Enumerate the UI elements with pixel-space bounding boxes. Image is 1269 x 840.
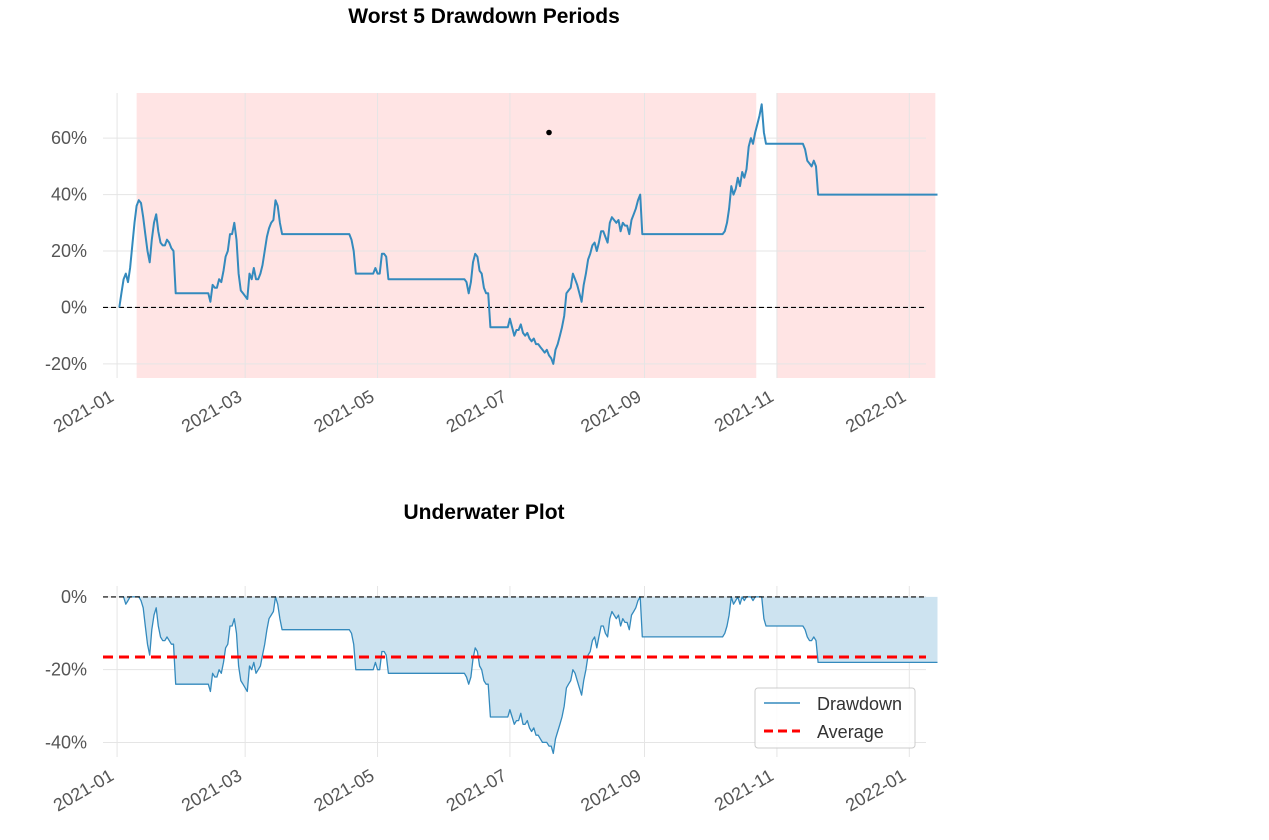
chart1-marker <box>546 129 552 136</box>
chart1-returns-line <box>118 103 938 365</box>
chart1-title: Worst 5 Drawdown Periods <box>348 5 620 28</box>
c1-xtick-label: 2021-03 <box>178 386 245 436</box>
c2-xtick-label: 2022-01 <box>842 765 909 815</box>
c2-xtick-label: 2021-05 <box>310 765 377 815</box>
c2-xtick-label: 2021-01 <box>50 765 117 815</box>
chart2-legend: Drawdown Average <box>754 687 916 749</box>
drawdown-fill <box>119 596 938 754</box>
c2-xtick-label: 2021-07 <box>443 765 510 815</box>
c1-xtick-label: 2022-01 <box>842 386 909 436</box>
legend-drawdown-label: Drawdown <box>817 694 902 714</box>
drawdown-line <box>119 596 938 755</box>
chart2-title: Underwater Plot <box>403 501 564 524</box>
drawdown-period-shade <box>136 93 757 378</box>
c1-ytick-label: 0% <box>61 297 87 317</box>
c1-ytick-label: 20% <box>51 241 87 261</box>
c2-ytick-label: -20% <box>45 660 87 680</box>
c2-xtick-label: 2021-11 <box>711 765 777 815</box>
c1-xtick-label: 2021-07 <box>443 386 510 436</box>
c1-ytick-label: 60% <box>51 128 87 148</box>
c1-ytick-label: -20% <box>45 354 87 374</box>
legend-average-label: Average <box>817 722 884 742</box>
c2-xtick-label: 2021-03 <box>178 765 245 815</box>
c1-xtick-label: 2021-11 <box>711 386 777 436</box>
drawdown-period-shade <box>776 93 936 378</box>
c2-xtick-label: 2021-09 <box>577 765 644 815</box>
chart2-drawdown-area <box>119 596 938 755</box>
c1-ytick-label: 40% <box>51 185 87 205</box>
cumulative-returns-line <box>118 103 938 365</box>
c2-ytick-label: 0% <box>61 587 87 607</box>
c2-ytick-label: -40% <box>45 732 87 752</box>
c1-xtick-label: 2021-01 <box>50 386 117 436</box>
chart1-shaded-periods <box>136 93 936 378</box>
c1-xtick-label: 2021-09 <box>577 386 644 436</box>
marker-dot <box>546 129 552 136</box>
c1-xtick-label: 2021-05 <box>310 386 377 436</box>
